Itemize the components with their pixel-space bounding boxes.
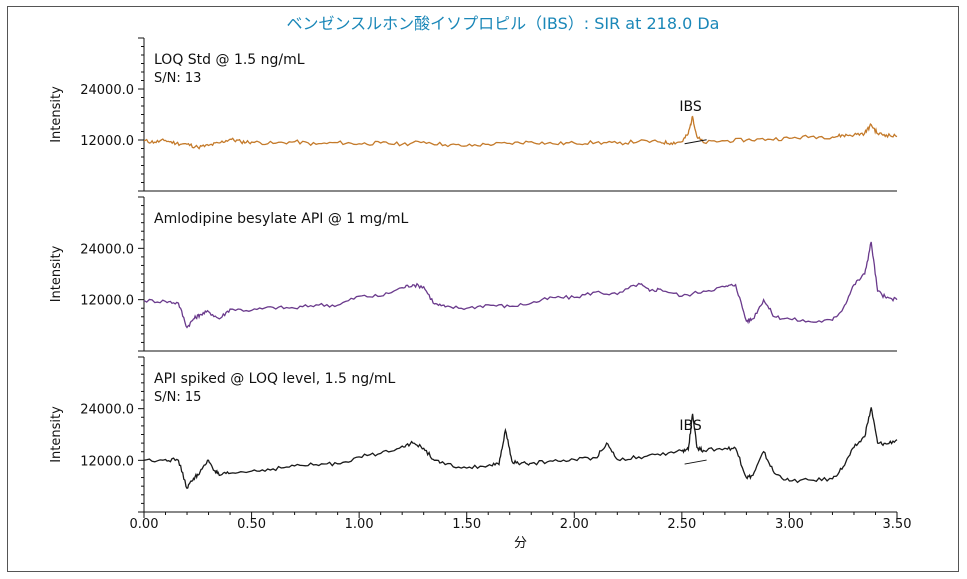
y-tick-label: 24000.0 <box>80 242 134 257</box>
figure-frame <box>7 6 959 572</box>
chromatogram-trace <box>143 241 898 329</box>
signal-to-noise-label: S/N: 13 <box>154 71 201 86</box>
y-tick-label: 12000.0 <box>80 294 134 309</box>
x-tick-label: 3.50 <box>883 517 912 532</box>
y-tick-label: 12000.0 <box>80 454 134 469</box>
panel-1: 24000.0 12000.0 Intensity LOQ Std @ 1.5 ng/… <box>49 37 898 192</box>
x-tick-label: 2.50 <box>667 517 696 532</box>
x-tick-label: 0.50 <box>237 517 266 532</box>
y-axis-title: Intensity <box>49 245 64 302</box>
panel-label: Amlodipine besylate API @ 1 mg/mL <box>154 211 409 227</box>
peak-annotation: IBS <box>679 418 701 434</box>
chart-title: ベンゼンスルホン酸イソプロピル（IBS）: SIR at 218.0 Da <box>287 14 720 33</box>
chromatogram-trace <box>143 115 898 150</box>
x-tick-label: 3.00 <box>775 517 804 532</box>
x-axis: 0.00 0.50 1.00 1.50 2.00 2.50 3.00 3.50 分 <box>130 512 912 551</box>
peak-integration-baseline <box>684 459 707 465</box>
peak-annotation: IBS <box>679 99 701 115</box>
panel-label: API spiked @ LOQ level, 1.5 ng/mL <box>154 371 395 387</box>
y-axis-title: Intensity <box>49 86 64 143</box>
panel-label: LOQ Std @ 1.5 ng/mL <box>154 52 305 68</box>
peak-integration-baseline <box>684 139 707 145</box>
x-tick-label: 1.00 <box>345 517 374 532</box>
x-tick-label: 0.00 <box>130 517 159 532</box>
y-tick-label: 24000.0 <box>80 83 134 98</box>
x-tick-label: 2.00 <box>560 517 589 532</box>
panel-3: 24000.0 12000.0 Intensity API spiked @ LOQ … <box>49 356 898 513</box>
y-tick-label: 24000.0 <box>80 403 134 418</box>
y-axis-title: Intensity <box>49 406 64 463</box>
panels-group: 24000.0 12000.0 Intensity LOQ Std @ 1.5 ng/… <box>49 37 898 513</box>
y-tick-label: 12000.0 <box>80 134 134 149</box>
panel-2: 24000.0 12000.0 Intensity Amlodipine besyla… <box>49 196 898 352</box>
signal-to-noise-label: S/N: 15 <box>154 390 201 405</box>
x-axis-title: 分 <box>514 536 527 551</box>
x-tick-label: 1.50 <box>452 517 481 532</box>
chromatogram-trace <box>143 407 898 490</box>
